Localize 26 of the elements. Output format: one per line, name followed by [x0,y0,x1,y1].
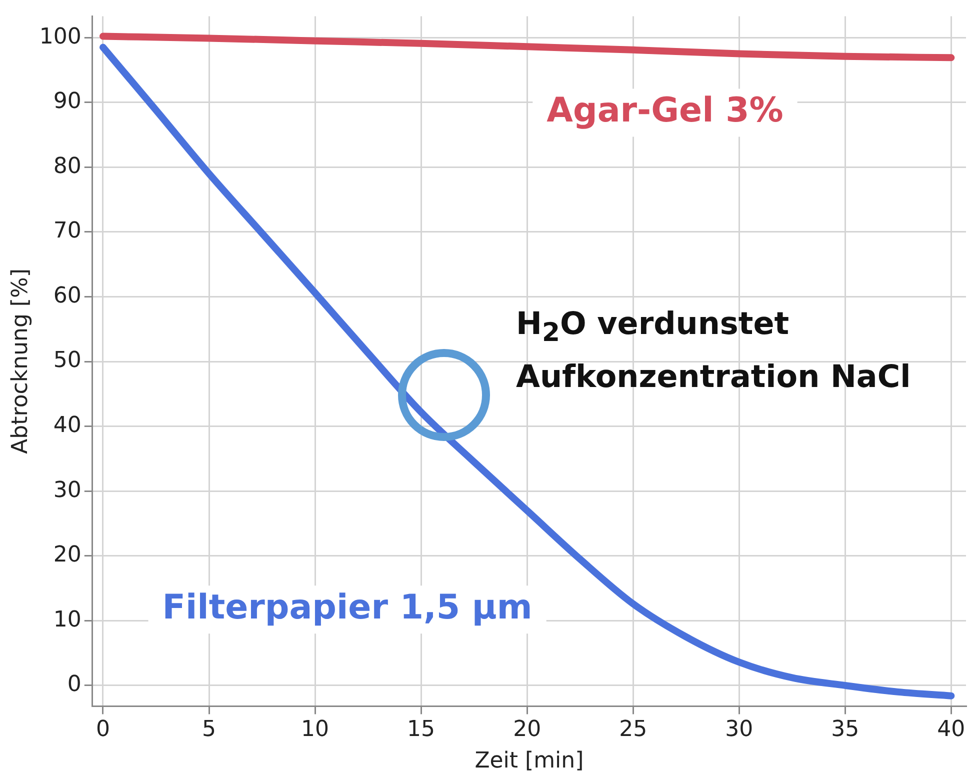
annotation: Aufkonzentration NaCl [516,358,911,398]
annotation: H$_{2}$O verdunstet [516,305,790,350]
y-tick-label: 40 [53,413,82,438]
x-tick-label: 40 [937,717,966,742]
y-tick-label: 20 [53,542,82,568]
x-tick-label: 15 [407,717,436,742]
series-label: Agar-Gel 3% [546,90,784,131]
y-tick-label: 100 [39,24,82,50]
x-tick-label: 0 [96,717,110,742]
series-label: Filterpapier 1,5 µm [162,587,532,628]
x-tick-label: 10 [301,717,330,742]
y-tick-label: 60 [53,283,82,308]
y-tick-label: 70 [53,218,82,244]
y-tick-label: 80 [53,154,82,179]
x-tick-label: 25 [619,717,648,742]
x-tick-label: 30 [725,717,754,742]
y-tick-label: 50 [53,348,82,374]
x-tick-label: 20 [513,717,542,742]
x-axis-title: Zeit [min] [474,748,584,774]
y-tick-label: 30 [53,478,82,503]
y-axis-title: Abtrocknung [%] [8,268,33,454]
x-tick-label: 35 [831,717,860,742]
x-tick-label: 5 [202,717,216,742]
y-tick-label: 0 [67,672,82,698]
y-tick-label: 90 [53,89,82,114]
y-tick-label: 10 [53,607,82,632]
